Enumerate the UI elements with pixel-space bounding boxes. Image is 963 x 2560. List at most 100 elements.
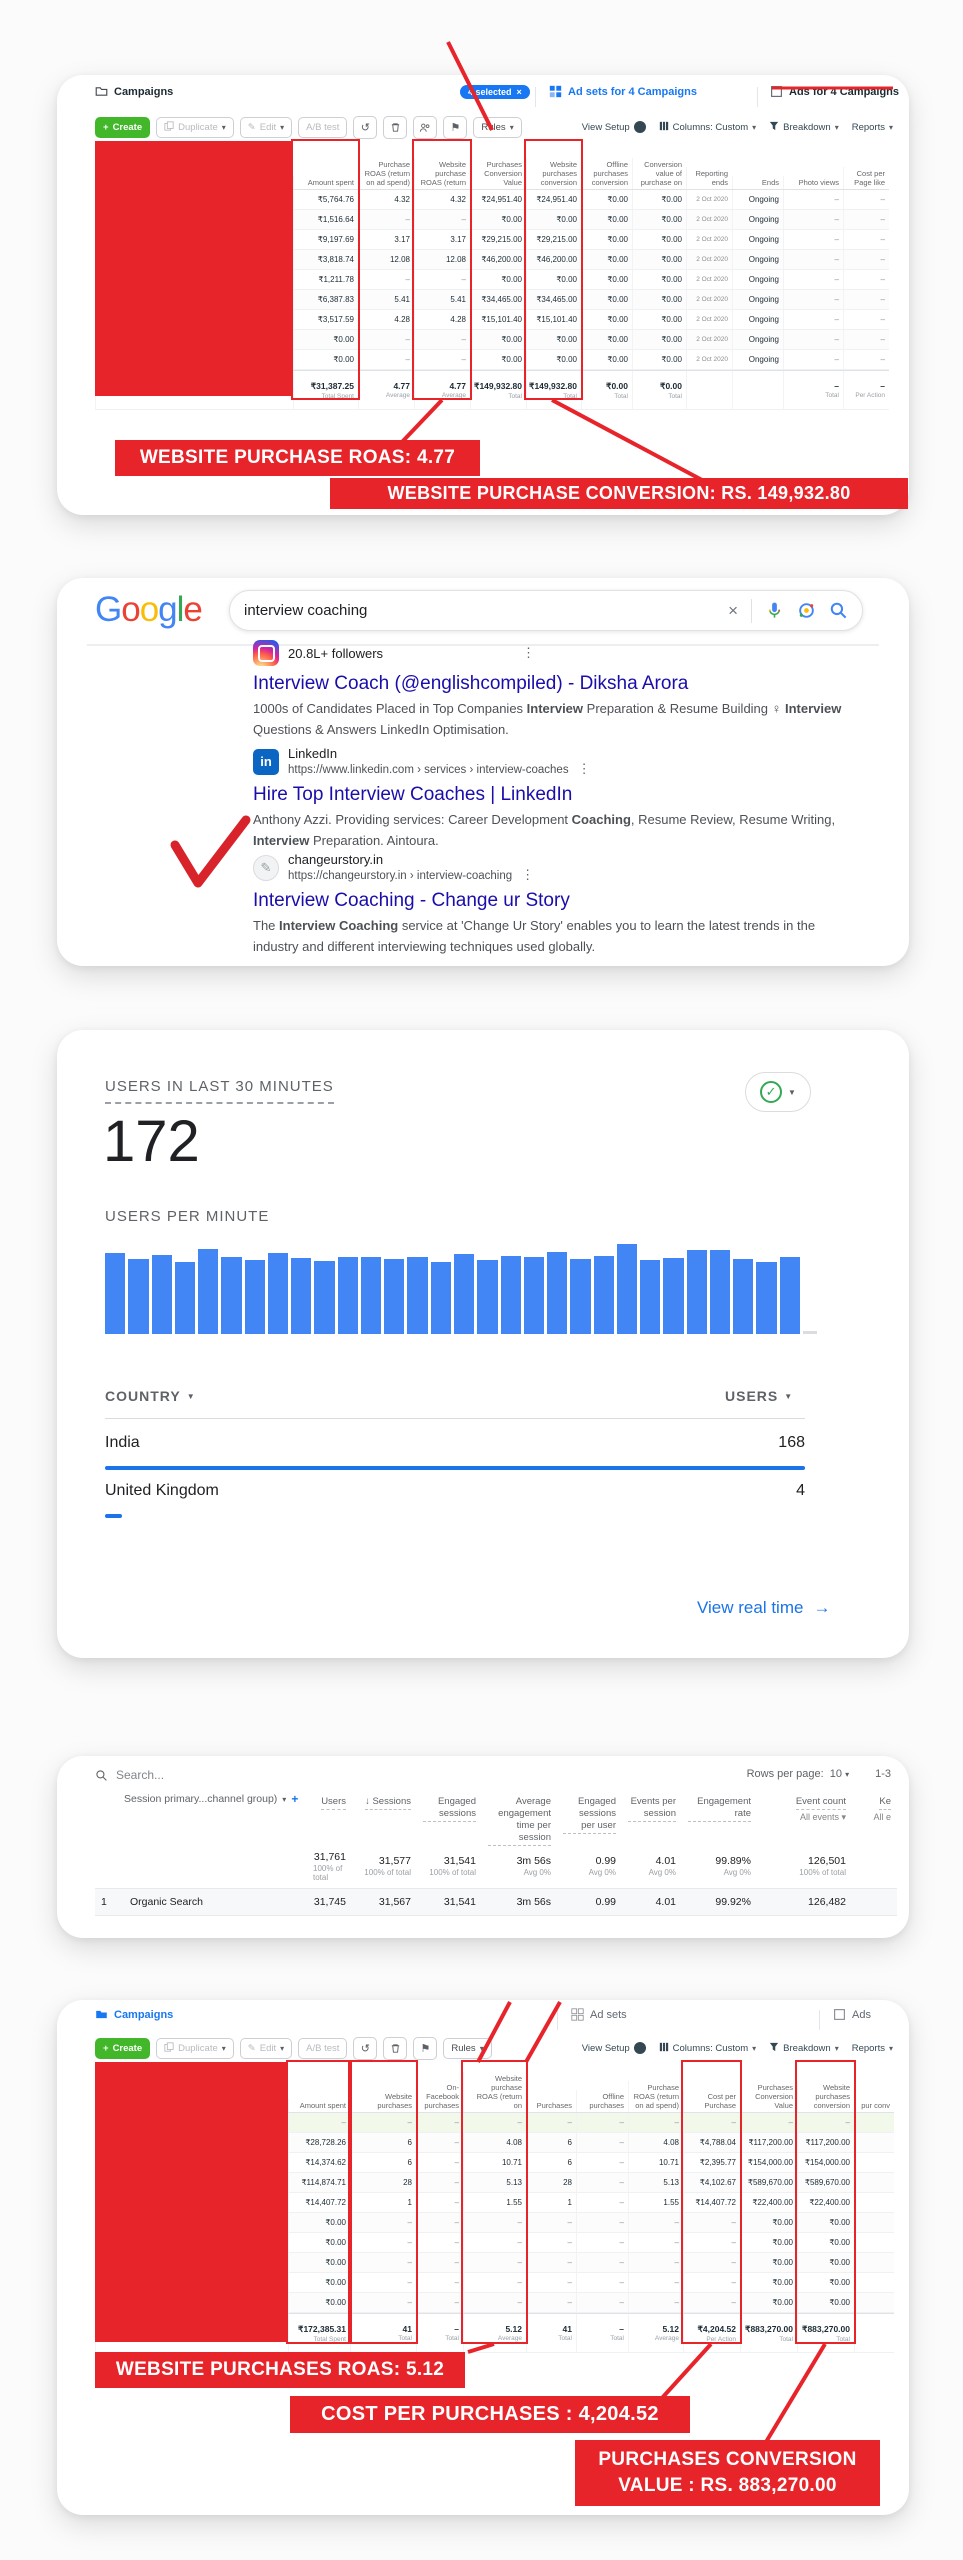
column-header[interactable]: Purchases Conversion Value	[470, 158, 526, 189]
column-header[interactable]: Engagement rate	[682, 1792, 757, 1850]
duplicate-button[interactable]: Duplicate ▾	[156, 116, 234, 138]
create-button[interactable]: + Create	[95, 2037, 151, 2059]
edit-button[interactable]: ✎ Edit ▾	[239, 116, 293, 138]
table-row[interactable]: ₹0.00– – – – – – – ₹0.00 ₹0.00	[95, 2233, 894, 2253]
column-header[interactable]: Engaged sessions	[417, 1792, 482, 1850]
search-icon[interactable]	[829, 601, 848, 620]
table-row[interactable]: ₹114,874.71 28–5.13 28–5.13 ₹4,102.67 ₹589,6…	[95, 2173, 894, 2193]
reports-menu[interactable]: Reports ▾	[851, 2042, 893, 2054]
column-header[interactable]: Purchase ROAS (return on ad spend)	[358, 158, 414, 189]
duplicate-button[interactable]: Duplicate ▾	[156, 2037, 234, 2059]
column-header[interactable]: Website purchase ROAS (return	[414, 158, 470, 189]
trash-icon[interactable]	[383, 2036, 408, 2060]
table-row[interactable]: ₹9,197.69 3.17 3.17 ₹29,215.00 ₹29,215.00 ₹0.…	[95, 230, 889, 250]
column-header[interactable]: Cost per Page like	[843, 167, 889, 189]
table-row[interactable]: ₹3,517.59 4.28 4.28 ₹15,101.40 ₹15,101.40 ₹0.…	[95, 310, 889, 330]
view-setup-toggle[interactable]: View Setup	[582, 121, 646, 133]
column-header[interactable]: Average engagement time per session	[482, 1792, 557, 1850]
clear-icon[interactable]: ×	[728, 600, 738, 620]
clear-selection-icon[interactable]: ×	[516, 87, 522, 97]
table-row[interactable]: ₹1,211.78– – ₹0.00 ₹0.00 ₹0.00 ₹0.00 2 Oct 202…	[95, 270, 889, 290]
selected-count-badge[interactable]: 4 selected ×	[460, 85, 530, 99]
tab-campaigns[interactable]: Campaigns	[95, 85, 173, 98]
columns-menu[interactable]: Columns: Custom ▾	[659, 2042, 756, 2055]
column-header[interactable]: Conversion value of purchase on	[632, 158, 686, 189]
table-row[interactable]: ₹5,764.76 4.32 4.32 ₹24,951.40 ₹24,951.40 ₹0.…	[95, 190, 889, 210]
tab-adsets[interactable]: Ad sets	[571, 2008, 627, 2021]
breakdown-menu[interactable]: Breakdown ▾	[769, 121, 839, 134]
column-header[interactable]: ↓ Sessions	[352, 1792, 417, 1850]
table-row[interactable]: ₹0.00– – – – – – – ₹0.00 ₹0.00	[95, 2293, 894, 2313]
column-header[interactable]: Offline purchases conversion	[581, 158, 632, 189]
create-button[interactable]: + Create	[95, 116, 151, 138]
column-header[interactable]: Cost per Purchase	[683, 2090, 740, 2112]
column-header[interactable]: Amount spent	[293, 176, 358, 189]
table-row[interactable]: ₹6,387.83 5.41 5.41 ₹34,465.00 ₹34,465.00 ₹0.…	[95, 290, 889, 310]
column-header[interactable]: Offline purchases	[576, 2090, 628, 2112]
table-row[interactable]: ₹3,818.74 12.08 12.08 ₹46,200.00 ₹46,200.00 ₹…	[95, 250, 889, 270]
search-input[interactable]: Search...	[95, 1768, 164, 1782]
view-real-time-link[interactable]: View real time →	[697, 1598, 831, 1617]
column-header[interactable]: Website purchase ROAS (return on	[463, 2072, 526, 2112]
column-header[interactable]: pur conv	[854, 2099, 894, 2112]
table-row[interactable]: ₹1,516.64– – ₹0.00 ₹0.00 ₹0.00 ₹0.00 2 Oct 202…	[95, 210, 889, 230]
tab-adsets[interactable]: Ad sets for 4 Campaigns	[549, 85, 697, 98]
tab-ads[interactable]: Ads for 4 Campaigns	[770, 85, 899, 98]
country-column-header[interactable]: COUNTRY ▼	[105, 1388, 196, 1404]
result-title-link[interactable]: Interview Coaching - Change ur Story	[253, 890, 570, 911]
column-header[interactable]: Users	[307, 1792, 352, 1850]
column-header[interactable]: Purchase ROAS (return on ad spend)	[628, 2081, 683, 2112]
rules-button[interactable]: Rules ▾	[473, 116, 522, 138]
table-row[interactable]: 1 Organic Search 31,745 31,567 31,541 3m 56s 0…	[95, 1888, 897, 1916]
undo-icon[interactable]: ↺	[353, 2036, 378, 2060]
column-header[interactable]: On-Facebook purchases	[416, 2081, 463, 2112]
column-header[interactable]: Events per session	[622, 1792, 682, 1850]
table-row[interactable]: ₹28,728.26 6–4.08 6–4.08 ₹4,788.04 ₹117,200.…	[95, 2133, 894, 2153]
people-icon[interactable]	[413, 115, 438, 139]
ab-test-button[interactable]: A/B test	[298, 2037, 348, 2059]
tab-ads[interactable]: Ads	[833, 2008, 871, 2021]
totals-sublabel: Total	[614, 392, 628, 400]
users-column-header[interactable]: USERS ▼	[725, 1388, 794, 1404]
undo-icon[interactable]: ↺	[353, 115, 378, 139]
rules-button[interactable]: Rules ▾	[443, 2037, 492, 2059]
table-row[interactable]: ₹0.00– – ₹0.00 ₹0.00 ₹0.00 ₹0.00 2 Oct 2020 Ong…	[95, 350, 889, 370]
flag-icon[interactable]: ⚑	[413, 2036, 438, 2060]
table-row[interactable]: ₹0.00– – ₹0.00 ₹0.00 ₹0.00 ₹0.00 2 Oct 2020 Ong…	[95, 330, 889, 350]
column-header[interactable]: Website purchases conversion	[526, 158, 581, 189]
lens-icon[interactable]	[797, 601, 816, 620]
search-input[interactable]: interview coaching ×	[229, 590, 863, 631]
column-header[interactable]: Website purchases conversion	[797, 2081, 854, 2112]
view-setup-toggle[interactable]: View Setup	[582, 2042, 646, 2054]
breakdown-menu[interactable]: Breakdown ▾	[769, 2042, 839, 2055]
column-header[interactable]: Amount spent	[288, 2099, 350, 2112]
column-header[interactable]: Engaged sessions per user	[557, 1792, 622, 1850]
column-header[interactable]: Ke All e	[852, 1792, 897, 1850]
column-header[interactable]: Purchases	[526, 2099, 576, 2112]
column-header[interactable]: Purchases Conversion Value	[740, 2081, 797, 2112]
column-header[interactable]: Event count All events ▾	[757, 1792, 852, 1850]
status-dropdown[interactable]: ✓ ▼	[745, 1072, 811, 1112]
result-menu-icon[interactable]: ⋮	[521, 867, 535, 882]
column-header[interactable]: Ends	[732, 176, 783, 189]
result-menu-icon[interactable]: ⋮	[522, 645, 536, 660]
column-header[interactable]: Photo views	[783, 176, 843, 189]
mic-icon[interactable]	[765, 601, 784, 620]
flag-icon[interactable]: ⚑	[443, 115, 468, 139]
reports-menu[interactable]: Reports ▾	[851, 121, 893, 133]
result-menu-icon[interactable]: ⋮	[577, 761, 591, 776]
tab-campaigns[interactable]: Campaigns	[95, 2008, 173, 2021]
highlight-website-purchase-roas-column	[412, 139, 472, 400]
result-title-link[interactable]: Interview Coach (@englishcompiled) - Dik…	[253, 673, 689, 694]
table-row[interactable]: ₹14,374.62 6–10.71 6–10.71 ₹2,395.77 ₹154,00…	[95, 2153, 894, 2173]
columns-menu[interactable]: Columns: Custom ▾	[659, 121, 756, 134]
result-title-link[interactable]: Hire Top Interview Coaches | LinkedIn	[253, 784, 573, 805]
table-row[interactable]: ₹14,407.72 1–1.55 1–1.55 ₹14,407.72 ₹22,400.…	[95, 2193, 894, 2213]
column-header[interactable]: Reporting ends	[686, 167, 732, 189]
trash-icon[interactable]	[383, 115, 408, 139]
add-dimension-button[interactable]: +	[291, 1792, 299, 1806]
ab-test-button[interactable]: A/B test	[298, 116, 348, 138]
edit-button[interactable]: ✎ Edit ▾	[239, 2037, 293, 2059]
rows-per-page[interactable]: Rows per page: 10 ▾	[746, 1768, 850, 1780]
dimension-header[interactable]: Session primary...channel group) ▾ +	[95, 1792, 307, 1806]
